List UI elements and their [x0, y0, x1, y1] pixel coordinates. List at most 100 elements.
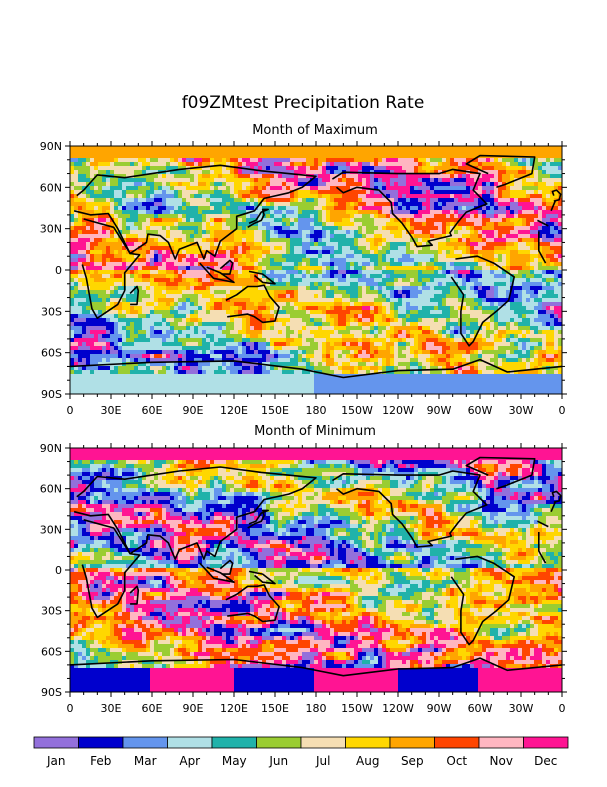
- legend-swatch-may: [211, 736, 257, 749]
- coastline: [450, 555, 515, 646]
- lat-tick-label: 60S: [41, 645, 62, 658]
- lon-tick-label: 180: [306, 702, 327, 715]
- coastline: [129, 285, 140, 306]
- legend-label-sep: Sep: [401, 754, 424, 768]
- coastline: [450, 255, 515, 347]
- coastline: [129, 585, 140, 605]
- lat-tick-label: 60N: [40, 483, 62, 496]
- lon-tick-label: 0: [67, 404, 74, 417]
- lon-tick-label: 150E: [261, 702, 289, 715]
- coastline: [537, 219, 549, 227]
- month-color-legend: Jan Feb Mar Apr May Jun Jul Aug Sep Oct Nov Dec: [33, 736, 569, 768]
- lon-tick-label: 150E: [261, 404, 289, 417]
- coastline: [81, 519, 141, 619]
- coastline: [537, 520, 549, 528]
- lat-tick-label: 60N: [40, 181, 62, 194]
- lon-tick-label: 90E: [183, 702, 204, 715]
- coastline: [248, 270, 276, 285]
- legend-swatch-apr: [167, 736, 213, 749]
- lat-tick-label: 90S: [41, 686, 62, 699]
- legend-label-jun: Jun: [268, 754, 288, 768]
- lat-labels-maximum: 90N 60N 30N 0 30S 60S 90S: [40, 140, 62, 401]
- lon-tick-label: 30E: [101, 702, 122, 715]
- coastline: [331, 168, 488, 248]
- coastline: [219, 259, 234, 275]
- lon-tick-label: 150W: [341, 702, 373, 715]
- coastline: [465, 456, 536, 490]
- lat-labels-minimum: 90N 60N 30N 0 30S 60S 90S: [40, 442, 62, 699]
- legend-label-jan: Jan: [46, 754, 66, 768]
- legend-label-dec: Dec: [534, 754, 557, 768]
- coastline: [73, 164, 317, 260]
- lon-labels-minimum: 0 30E 60E 90E 120E 150E 180 150W 120W 90W 60W 30W 0: [67, 702, 566, 715]
- legend-label-jul: Jul: [315, 754, 330, 768]
- lon-tick-label: 60W: [468, 702, 493, 715]
- legend-label-oct: Oct: [446, 754, 467, 768]
- legend-swatch-aug: [345, 736, 391, 749]
- legend-swatch-feb: [78, 736, 124, 749]
- coastline: [69, 358, 563, 379]
- lon-tick-label: 0: [559, 702, 566, 715]
- panel-subtitle-minimum: Month of Minimum: [254, 424, 376, 439]
- lon-tick-label: 120E: [220, 702, 248, 715]
- axis-ticks-minimum: [65, 443, 567, 697]
- legend-swatch-dec: [523, 736, 569, 749]
- lat-tick-label: 30S: [41, 305, 62, 318]
- lon-tick-label: 120W: [382, 404, 414, 417]
- legend-swatch-nov: [478, 736, 524, 749]
- lat-tick-label: 30N: [40, 523, 62, 536]
- panel-month-of-minimum: Month of Minimum 90N 60N 30N 0 30S 60S 90S 0 30…: [40, 424, 567, 715]
- legend-swatch-jun: [256, 736, 302, 749]
- coastline: [551, 189, 562, 202]
- lon-labels-maximum: 0 30E 60E 90E 120E 150E 180 150W 120W 90W 60W 30W 0: [67, 404, 566, 417]
- lon-tick-label: 60E: [142, 404, 163, 417]
- lon-tick-label: 120W: [382, 702, 414, 715]
- coastline: [199, 262, 235, 284]
- coastline: [73, 466, 317, 560]
- legend-swatch-jan: [33, 736, 79, 749]
- legend-swatch-oct: [434, 736, 480, 749]
- lon-tick-label: 180: [306, 404, 327, 417]
- coastline: [199, 562, 235, 583]
- lon-tick-label: 120E: [220, 404, 248, 417]
- coastline: [225, 284, 280, 324]
- figure-title: f09ZMtest Precipitation Rate: [182, 93, 425, 113]
- coastline: [69, 657, 563, 677]
- legend-label-aug: Aug: [356, 754, 379, 768]
- legend-swatch-mar: [122, 736, 168, 749]
- lat-tick-label: 30N: [40, 223, 62, 236]
- coastline: [247, 509, 269, 529]
- month-of-minimum-field: [70, 448, 562, 693]
- legend-label-apr: Apr: [179, 754, 200, 768]
- coastline: [225, 584, 280, 623]
- coastline: [538, 532, 547, 564]
- lat-tick-label: 90N: [40, 442, 62, 455]
- lat-tick-label: 90N: [40, 140, 62, 153]
- axis-ticks-maximum: [65, 141, 567, 399]
- lon-tick-label: 30W: [509, 404, 534, 417]
- coastline: [219, 559, 234, 575]
- coastline: [551, 490, 562, 503]
- coastlines-minimum: [69, 456, 563, 677]
- legend-swatch-jul: [300, 736, 346, 749]
- coastline: [81, 218, 141, 319]
- coastline: [248, 570, 276, 585]
- coastline: [465, 154, 536, 189]
- coastline: [331, 470, 488, 548]
- coastlines-maximum: [69, 154, 563, 379]
- lon-tick-label: 30E: [101, 404, 122, 417]
- lon-tick-label: 90E: [183, 404, 204, 417]
- panel-month-of-maximum: Month of Maximum 90N 60N 30N 0 30S 60S 90S 0 30…: [40, 123, 567, 417]
- lat-tick-label: 0: [55, 564, 62, 577]
- lon-tick-label: 30W: [509, 702, 534, 715]
- legend-label-may: May: [222, 754, 247, 768]
- legend-label-feb: Feb: [90, 754, 111, 768]
- lon-tick-label: 90W: [427, 702, 452, 715]
- lon-tick-label: 0: [559, 404, 566, 417]
- month-of-maximum-field: [70, 146, 562, 395]
- lon-tick-label: 60W: [468, 404, 493, 417]
- legend-swatch-sep: [389, 736, 435, 749]
- lon-tick-label: 60E: [142, 702, 163, 715]
- lon-tick-label: 150W: [341, 404, 373, 417]
